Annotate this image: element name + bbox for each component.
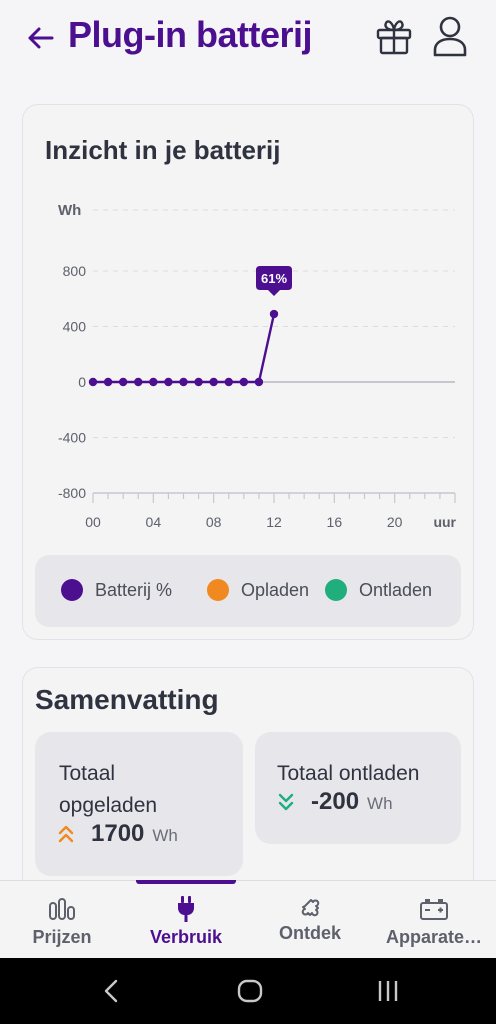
legend-dot-discharge: [325, 579, 347, 601]
nav-label-ontdek: Ontdek: [278, 923, 341, 943]
data-point: [134, 377, 143, 387]
total-discharged-value-row: -200 Wh: [277, 788, 393, 816]
data-point: [149, 377, 158, 387]
double-chevron-up-icon: [58, 825, 74, 843]
legend-item-discharge[interactable]: Ontladen: [325, 579, 432, 601]
data-point: [269, 309, 279, 319]
x-tick-label: 16: [327, 514, 343, 530]
data-point: [179, 377, 188, 387]
nav-item-prijzen[interactable]: Prijzen: [14, 881, 110, 959]
x-tick-label: 20: [387, 514, 403, 530]
tooltip-text: 61%: [261, 271, 287, 286]
system-navigation-bar: [0, 958, 496, 1024]
battery-card-title: Inzicht in je batterij: [45, 135, 281, 165]
legend-dot-battery: [61, 579, 83, 601]
total-charged-label: Totaal opgeladen: [59, 758, 157, 822]
chart-legend: Batterij % Opladen Ontladen: [35, 555, 461, 627]
gift-icon: [376, 20, 412, 55]
data-point: [118, 377, 128, 387]
series-line-battery: [93, 313, 276, 384]
app-header: Plug-in batterij: [0, 0, 496, 78]
back-button[interactable]: [22, 20, 58, 56]
y-tick-label: -400: [58, 430, 86, 446]
battery-chart: Wh 800 400 0 -400 -800 00 04 08 12 16 20 uur 61%: [58, 202, 457, 530]
total-discharged-value: -200: [311, 788, 360, 815]
nav-item-ontdek[interactable]: Ontdek: [262, 881, 358, 959]
summary-title: Samenvatting: [35, 684, 219, 715]
nav-item-verbruik[interactable]: Verbruik: [136, 881, 236, 959]
system-back-icon: [104, 979, 118, 1003]
total-charged-value-row: 1700 Wh: [57, 820, 178, 848]
total-charged-unit: Wh: [152, 826, 178, 845]
nav-label-verbruik: Verbruik: [149, 927, 223, 947]
nav-label-apparaten: Apparate…: [385, 927, 483, 947]
legend-item-charge[interactable]: Opladen: [207, 579, 309, 601]
total-charged-label-line1: Totaal: [59, 762, 116, 785]
legend-label-charge: Opladen: [241, 579, 310, 600]
x-tick-label: 04: [146, 514, 162, 530]
puzzle-icon: [301, 899, 320, 917]
total-charged-label-line2: opgeladen: [59, 794, 158, 817]
legend-dot-charge: [207, 579, 229, 601]
nav-item-apparaten[interactable]: Apparate…: [382, 881, 486, 959]
system-back-button[interactable]: [92, 976, 132, 1006]
system-recents-button[interactable]: [368, 976, 408, 1006]
plug-icon: [178, 896, 194, 922]
data-point: [254, 377, 264, 387]
y-tick-label: 400: [63, 319, 87, 335]
data-point: [224, 377, 233, 387]
data-point: [88, 377, 98, 387]
summary-card: Samenvatting Totaal opgeladen 1700 Wh To…: [22, 667, 474, 897]
x-axis-unit-label: uur: [433, 514, 456, 530]
x-tick-label: 08: [206, 514, 222, 530]
x-tick-label: 12: [266, 514, 282, 530]
system-home-button[interactable]: [230, 976, 270, 1006]
total-charged-tile: Totaal opgeladen 1700 Wh: [35, 732, 243, 876]
double-chevron-down-icon: [278, 793, 294, 811]
total-discharged-unit: Wh: [367, 794, 393, 813]
tooltip-bubble: [256, 266, 292, 297]
data-point: [103, 377, 113, 387]
battery-insight-card: Inzicht in je batterij Wh 800 400 0 -400 -800…: [22, 104, 474, 640]
y-tick-label: 800: [63, 263, 87, 279]
system-recents-icon: [378, 981, 398, 1001]
y-tick-label: 0: [78, 374, 86, 390]
profile-button[interactable]: [428, 12, 472, 60]
user-icon: [433, 16, 467, 57]
x-tick-label: 00: [85, 514, 101, 530]
data-point: [194, 377, 203, 387]
y-axis-unit-label: Wh: [58, 202, 81, 219]
gift-button[interactable]: [372, 14, 416, 58]
data-point: [209, 377, 218, 387]
nav-active-indicator: [136, 880, 236, 884]
page-title: Plug-in batterij: [68, 14, 313, 55]
legend-item-battery[interactable]: Batterij %: [61, 579, 172, 601]
legend-label-battery: Batterij %: [95, 579, 173, 600]
total-discharged-label: Totaal ontladen: [277, 762, 420, 785]
y-tick-label: -800: [58, 485, 86, 501]
legend-label-discharge: Ontladen: [359, 579, 433, 600]
bar-chart-icon: [49, 898, 75, 920]
data-point: [239, 377, 249, 387]
bottom-navigation: Prijzen Verbruik Ontdek: [0, 880, 496, 958]
battery-icon: [420, 899, 448, 920]
system-home-icon: [237, 979, 263, 1003]
nav-label-prijzen: Prijzen: [32, 927, 92, 947]
data-point: [164, 377, 173, 387]
total-charged-value: 1700: [91, 820, 145, 847]
arrow-left-icon: [28, 27, 54, 49]
total-discharged-tile: Totaal ontladen -200 Wh: [255, 732, 461, 844]
